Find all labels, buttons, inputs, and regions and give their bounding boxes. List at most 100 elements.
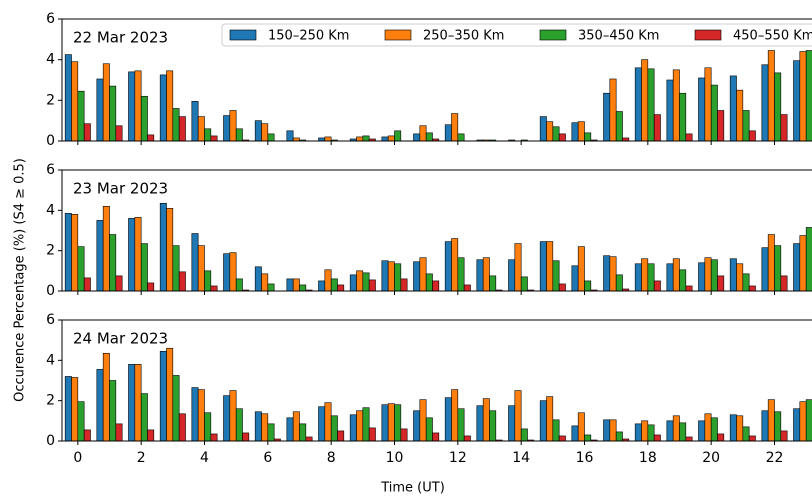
bar [318, 280, 326, 292]
bar [451, 238, 459, 292]
bar [387, 135, 395, 142]
bar [96, 220, 104, 292]
bar [698, 77, 706, 142]
bar [299, 423, 307, 442]
bar [666, 263, 674, 292]
bar [647, 68, 655, 142]
bar [717, 433, 725, 442]
x-tick-label: 2 [137, 450, 146, 466]
legend-box [221, 23, 812, 47]
bar [242, 432, 250, 442]
bar [223, 115, 231, 142]
bar [267, 423, 275, 442]
bar [641, 59, 649, 142]
bar [489, 275, 497, 292]
bar [774, 72, 782, 142]
bar [603, 255, 611, 292]
bar [609, 78, 617, 142]
bar [356, 136, 364, 142]
x-tick-label: 12 [449, 450, 467, 466]
bar [349, 274, 357, 292]
bar [159, 74, 167, 142]
bar [577, 412, 585, 442]
bar [254, 266, 262, 292]
bar [710, 259, 718, 292]
bar [324, 136, 332, 142]
bar [634, 67, 642, 142]
bar [109, 234, 117, 292]
bar [552, 260, 560, 292]
bar [261, 273, 269, 292]
x-tick-label: 4 [200, 450, 209, 466]
bar [476, 405, 484, 442]
bar [197, 245, 205, 292]
bar [204, 128, 212, 142]
bar [267, 133, 275, 142]
legend-label: 150–250 Km [268, 29, 349, 44]
bar [387, 403, 395, 442]
bar [641, 420, 649, 442]
bar [64, 376, 72, 442]
legend-label: 350–450 Km [578, 29, 659, 44]
bar [603, 419, 611, 442]
x-tick-label: 0 [73, 450, 82, 466]
bar [140, 393, 148, 442]
bar [482, 398, 490, 442]
bar [729, 75, 737, 142]
bar [413, 410, 421, 442]
bar [261, 413, 269, 442]
bar [210, 285, 218, 292]
x-tick-label: 14 [512, 450, 530, 466]
bar [793, 243, 801, 292]
bar [261, 123, 269, 142]
bar [577, 121, 585, 142]
bar [109, 85, 117, 142]
bar [102, 352, 110, 442]
y-tick-label: 6 [46, 162, 55, 178]
x-tick-label: 16 [576, 450, 594, 466]
bar [799, 401, 807, 442]
bar [102, 206, 110, 292]
bar [767, 50, 775, 142]
bar [368, 427, 376, 442]
bar [514, 243, 522, 292]
bar [223, 253, 231, 292]
bar [444, 124, 452, 142]
bar [767, 234, 775, 292]
bar [166, 70, 174, 142]
bar [805, 399, 812, 442]
y-tick-label: 0 [46, 433, 55, 449]
legend-patch [539, 29, 567, 41]
bar [482, 257, 490, 292]
bar [77, 401, 85, 442]
bar [761, 64, 769, 142]
bar [634, 423, 642, 442]
y-tick-label: 2 [46, 243, 55, 259]
bar [166, 208, 174, 292]
bar [780, 430, 788, 442]
bar [558, 435, 566, 442]
bar [571, 425, 579, 442]
bar [413, 133, 421, 142]
bar [394, 263, 402, 292]
bar [235, 278, 243, 292]
bar [172, 245, 180, 292]
bar [64, 213, 72, 292]
bar [647, 263, 655, 292]
bar [204, 270, 212, 292]
bar [64, 54, 72, 142]
bar [368, 279, 376, 292]
bar [134, 217, 142, 292]
bar [229, 390, 237, 442]
bar [799, 235, 807, 292]
bar [508, 405, 516, 442]
panel-title: 23 Mar 2023 [73, 180, 168, 198]
bar [197, 389, 205, 442]
plot-frame [61, 319, 812, 442]
bar [419, 399, 427, 442]
bar [191, 233, 199, 292]
bar [520, 276, 528, 292]
bar [742, 426, 750, 442]
bar [514, 390, 522, 442]
bar [172, 108, 180, 142]
